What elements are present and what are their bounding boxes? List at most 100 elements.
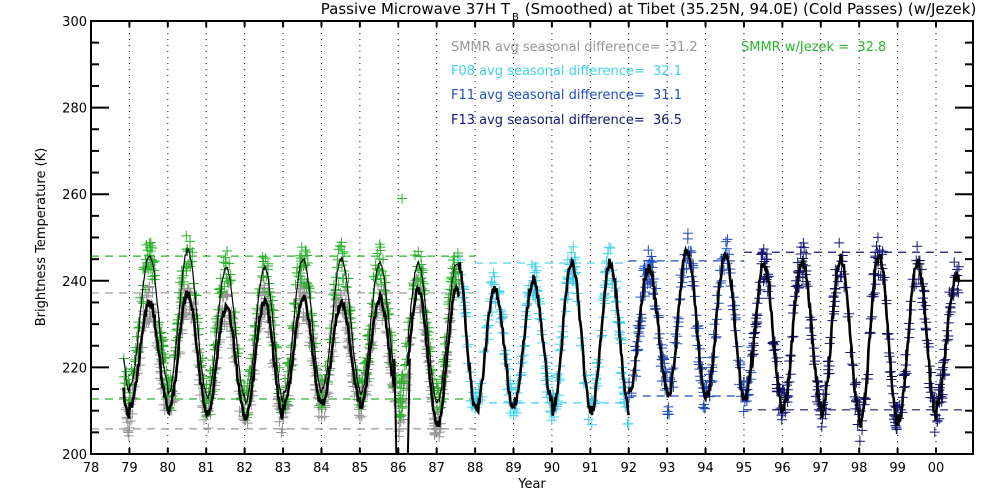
- data-point: [192, 329, 203, 340]
- data-point: [125, 416, 136, 427]
- outlier-point: [397, 193, 408, 204]
- data-point: [214, 288, 225, 299]
- data-point: [643, 245, 654, 256]
- data-point: [617, 382, 628, 393]
- data-point: [599, 267, 610, 278]
- data-point: [333, 244, 344, 255]
- data-point: [178, 276, 189, 287]
- data-point: [319, 411, 330, 422]
- data-point: [123, 430, 134, 441]
- data-point: [560, 306, 571, 317]
- x-tick-label: 94: [697, 461, 714, 476]
- data-point: [926, 367, 937, 378]
- data-point: [707, 376, 718, 387]
- data-point: [771, 386, 782, 397]
- data-point: [446, 324, 457, 335]
- data-point: [756, 249, 767, 260]
- data-point: [948, 288, 959, 299]
- data-point: [181, 263, 192, 274]
- data-point: [575, 340, 586, 351]
- data-point: [141, 290, 152, 301]
- data-point: [244, 366, 255, 377]
- data-point: [446, 272, 457, 283]
- data-point: [708, 329, 719, 340]
- series-f13: [747, 232, 964, 447]
- data-point: [678, 272, 689, 283]
- data-point: [380, 277, 391, 288]
- data-point: [396, 410, 407, 421]
- data-point: [812, 396, 823, 407]
- data-point: [854, 436, 865, 447]
- data-point: [757, 248, 768, 259]
- data-point: [263, 287, 274, 298]
- data-point: [834, 237, 845, 248]
- grid-layer: [128, 21, 937, 454]
- data-point: [288, 298, 299, 309]
- x-tick-label: 90: [544, 461, 561, 476]
- smoothed-line-f08: [458, 257, 630, 416]
- smoothed-line-jezek: [407, 260, 460, 404]
- data-point: [518, 357, 529, 368]
- x-tick-label: 93: [659, 461, 676, 476]
- data-point: [592, 358, 603, 369]
- data-point: [140, 284, 151, 295]
- data-point: [798, 238, 809, 249]
- data-point: [602, 248, 613, 259]
- data-point: [142, 245, 153, 256]
- data-point: [233, 343, 244, 354]
- smoothed-line-jezek: [123, 247, 395, 406]
- data-point: [555, 374, 566, 385]
- data-point: [269, 320, 280, 331]
- data-point: [336, 237, 347, 248]
- data-point: [586, 419, 597, 430]
- data-point: [257, 251, 268, 262]
- data-point: [415, 273, 426, 284]
- data-point: [158, 341, 169, 352]
- data-point: [698, 402, 709, 413]
- y-tick-label: 240: [62, 275, 87, 290]
- smoothed-lines: [122, 245, 961, 455]
- x-tick-label: 84: [313, 461, 330, 476]
- x-tick-label: 79: [121, 461, 138, 476]
- data-point: [129, 354, 140, 365]
- data-point: [230, 307, 241, 318]
- data-point: [276, 427, 287, 438]
- data-point: [657, 351, 668, 362]
- data-point: [909, 281, 920, 292]
- data-point: [409, 250, 420, 261]
- data-point: [640, 282, 651, 293]
- data-point: [663, 401, 674, 412]
- data-point: [259, 282, 270, 293]
- data-point: [157, 336, 168, 347]
- data-point: [227, 343, 238, 354]
- data-point: [305, 286, 316, 297]
- data-point: [221, 258, 232, 269]
- data-point: [149, 255, 160, 266]
- data-point: [795, 249, 806, 260]
- data-point: [210, 323, 221, 334]
- data-point: [486, 277, 497, 288]
- data-point: [699, 403, 710, 414]
- data-point: [378, 284, 389, 295]
- data-point: [258, 256, 269, 267]
- data-point: [555, 339, 566, 350]
- data-point: [805, 323, 816, 334]
- x-tick-label: 95: [736, 461, 753, 476]
- data-point: [872, 232, 883, 243]
- chart-title-rest: (Smoothed) at Tibet (35.25N, 94.0E) (Col…: [520, 0, 976, 18]
- smoothed-line-f13: [750, 253, 961, 428]
- data-point: [570, 252, 581, 263]
- x-tick-label: 82: [236, 461, 253, 476]
- data-point: [133, 346, 144, 357]
- data-point: [382, 351, 393, 362]
- x-tick-label: 98: [851, 461, 868, 476]
- data-point: [147, 271, 158, 282]
- data-point: [616, 367, 627, 378]
- data-point: [530, 261, 541, 272]
- x-tick-label: 86: [390, 461, 407, 476]
- data-point: [160, 353, 171, 364]
- data-point: [870, 279, 881, 290]
- data-point: [502, 354, 513, 365]
- data-point: [282, 358, 293, 369]
- x-tick-label: 88: [467, 461, 484, 476]
